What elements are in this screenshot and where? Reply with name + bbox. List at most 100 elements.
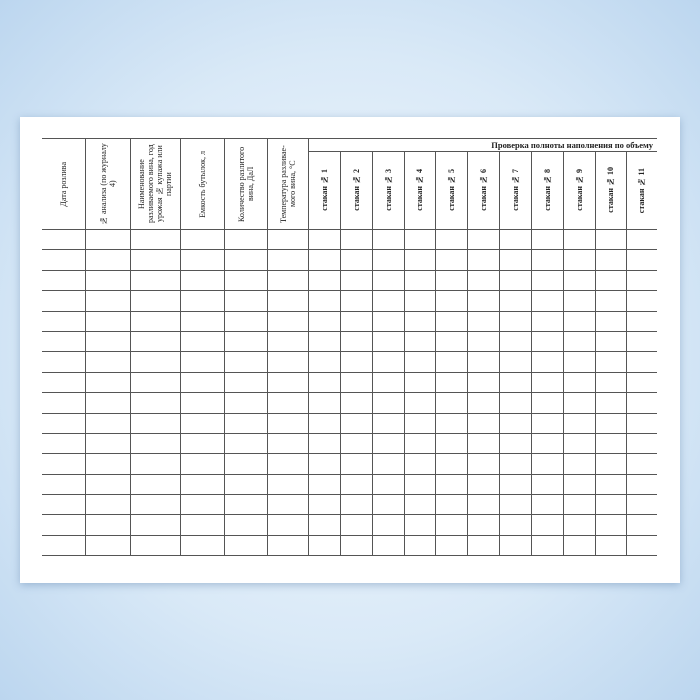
table-cell[interactable]: [403, 534, 436, 557]
table-cell[interactable]: [594, 371, 627, 394]
table-cell[interactable]: [625, 453, 658, 475]
table-cell[interactable]: [42, 473, 86, 496]
table-cell[interactable]: [339, 412, 373, 434]
table-cell[interactable]: [466, 351, 500, 373]
table-cell[interactable]: [562, 310, 596, 332]
table-cell[interactable]: [498, 432, 532, 455]
table-cell[interactable]: [339, 514, 373, 536]
table-cell[interactable]: [179, 371, 225, 394]
table-cell[interactable]: [594, 269, 627, 292]
table-cell[interactable]: [625, 412, 658, 434]
table-cell[interactable]: [129, 351, 181, 373]
table-cell[interactable]: [562, 290, 596, 312]
table-cell[interactable]: [625, 290, 658, 312]
table-cell[interactable]: [266, 351, 309, 373]
table-cell[interactable]: [84, 473, 131, 496]
table-cell[interactable]: [84, 514, 131, 536]
table-cell[interactable]: [339, 453, 373, 475]
table-cell[interactable]: [625, 371, 658, 394]
table-cell[interactable]: [466, 330, 500, 353]
table-cell[interactable]: [594, 494, 627, 516]
table-cell[interactable]: [129, 371, 181, 394]
table-cell[interactable]: [434, 371, 468, 394]
table-cell[interactable]: [562, 432, 596, 455]
table-cell[interactable]: [42, 412, 86, 434]
table-cell[interactable]: [339, 310, 373, 332]
table-cell[interactable]: [594, 432, 627, 455]
table-cell[interactable]: [179, 494, 225, 516]
table-cell[interactable]: [266, 453, 309, 475]
table-cell[interactable]: [434, 494, 468, 516]
table-cell[interactable]: [530, 432, 564, 455]
table-cell[interactable]: [562, 473, 596, 496]
table-cell[interactable]: [403, 290, 436, 312]
table-cell[interactable]: [466, 310, 500, 332]
table-cell[interactable]: [434, 534, 468, 557]
table-cell[interactable]: [129, 310, 181, 332]
table-cell[interactable]: [266, 228, 309, 251]
table-cell[interactable]: [84, 249, 131, 271]
table-cell[interactable]: [129, 534, 181, 557]
table-cell[interactable]: [266, 330, 309, 353]
table-cell[interactable]: [307, 392, 341, 414]
table-cell[interactable]: [530, 269, 564, 292]
table-cell[interactable]: [84, 290, 131, 312]
table-cell[interactable]: [179, 473, 225, 496]
table-cell[interactable]: [266, 269, 309, 292]
table-cell[interactable]: [530, 330, 564, 353]
table-cell[interactable]: [339, 249, 373, 271]
table-cell[interactable]: [84, 269, 131, 292]
table-cell[interactable]: [530, 473, 564, 496]
table-cell[interactable]: [466, 228, 500, 251]
table-cell[interactable]: [179, 432, 225, 455]
table-cell[interactable]: [84, 453, 131, 475]
table-cell[interactable]: [307, 412, 341, 434]
table-cell[interactable]: [625, 330, 658, 353]
table-cell[interactable]: [498, 494, 532, 516]
table-cell[interactable]: [434, 330, 468, 353]
table-cell[interactable]: [223, 412, 268, 434]
table-cell[interactable]: [371, 310, 405, 332]
table-cell[interactable]: [84, 351, 131, 373]
table-cell[interactable]: [625, 473, 658, 496]
table-cell[interactable]: [530, 534, 564, 557]
table-cell[interactable]: [466, 494, 500, 516]
table-cell[interactable]: [625, 351, 658, 373]
table-cell[interactable]: [84, 412, 131, 434]
table-cell[interactable]: [530, 290, 564, 312]
table-cell[interactable]: [594, 392, 627, 414]
table-cell[interactable]: [223, 330, 268, 353]
table-cell[interactable]: [129, 249, 181, 271]
table-cell[interactable]: [371, 351, 405, 373]
table-cell[interactable]: [371, 514, 405, 536]
table-cell[interactable]: [42, 494, 86, 516]
table-cell[interactable]: [594, 310, 627, 332]
table-cell[interactable]: [562, 330, 596, 353]
table-cell[interactable]: [129, 269, 181, 292]
table-cell[interactable]: [223, 514, 268, 536]
table-cell[interactable]: [129, 453, 181, 475]
table-cell[interactable]: [42, 228, 86, 251]
table-cell[interactable]: [562, 392, 596, 414]
table-cell[interactable]: [562, 494, 596, 516]
table-cell[interactable]: [594, 228, 627, 251]
table-cell[interactable]: [179, 269, 225, 292]
table-cell[interactable]: [625, 249, 658, 271]
table-cell[interactable]: [371, 228, 405, 251]
table-cell[interactable]: [498, 330, 532, 353]
table-cell[interactable]: [498, 249, 532, 271]
table-cell[interactable]: [434, 269, 468, 292]
table-cell[interactable]: [339, 228, 373, 251]
table-cell[interactable]: [530, 494, 564, 516]
table-cell[interactable]: [266, 473, 309, 496]
table-cell[interactable]: [42, 514, 86, 536]
table-cell[interactable]: [307, 432, 341, 455]
table-cell[interactable]: [625, 392, 658, 414]
table-cell[interactable]: [42, 534, 86, 557]
table-cell[interactable]: [434, 290, 468, 312]
table-cell[interactable]: [562, 249, 596, 271]
table-cell[interactable]: [466, 371, 500, 394]
table-cell[interactable]: [42, 392, 86, 414]
table-cell[interactable]: [266, 534, 309, 557]
table-cell[interactable]: [498, 473, 532, 496]
